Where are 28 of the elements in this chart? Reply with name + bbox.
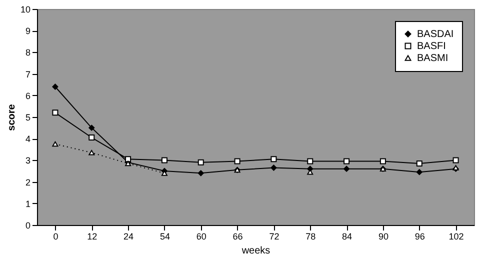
y-tick-label: 7 [25,69,30,80]
y-tick-label: 2 [25,177,30,188]
x-tick-label: 102 [448,232,464,242]
y-tick-label: 8 [25,48,30,58]
x-tick-label: 24 [124,232,134,242]
legend-label: BASDAI [417,29,454,40]
y-tick-label: 5 [25,112,30,122]
y-tick-label: 6 [25,90,30,101]
x-tick-label: 60 [196,232,206,242]
x-axis-title: weeks [240,246,270,256]
legend-label: BASMI [417,53,448,64]
x-tick-label: 90 [378,232,388,242]
x-tick-label: 0 [53,232,58,242]
x-tick-label: 12 [87,232,98,242]
legend-label: BASFI [417,41,446,52]
y-tick-label: 0 [25,220,30,230]
x-tick-label: 84 [342,232,352,242]
y-axis-title: score [6,104,18,131]
y-tick-label: 1 [25,198,30,209]
x-tick-label: 72 [269,232,280,242]
y-tick-label: 9 [25,26,30,36]
x-tick-label: 66 [232,232,243,242]
y-tick-label: 10 [20,4,30,14]
x-tick-label: 78 [306,232,316,242]
y-tick-label: 3 [25,156,30,166]
y-tick-label: 4 [25,134,30,144]
x-tick-label: 96 [414,232,425,242]
x-tick-label: 54 [160,232,170,242]
